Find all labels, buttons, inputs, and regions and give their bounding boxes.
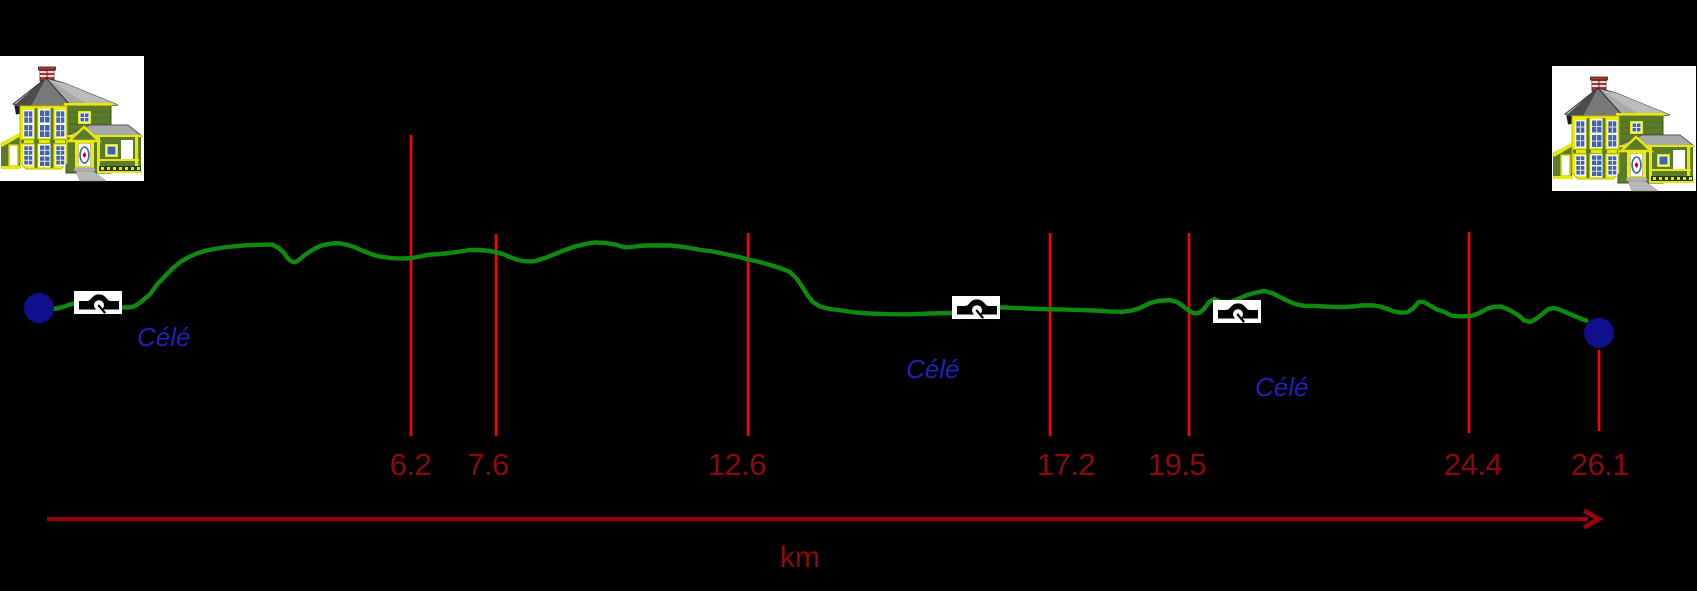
svg-text:12.6: 12.6	[708, 447, 766, 482]
svg-text:17.2: 17.2	[1037, 447, 1095, 482]
svg-text:7.6: 7.6	[467, 447, 509, 482]
svg-text:km: km	[780, 541, 820, 574]
svg-text:6.2: 6.2	[390, 447, 432, 482]
svg-text:19.5: 19.5	[1148, 447, 1206, 482]
svg-text:24.4: 24.4	[1444, 447, 1503, 482]
svg-text:26.1: 26.1	[1571, 447, 1629, 482]
svg-text:Célé: Célé	[906, 354, 959, 384]
svg-text:Célé: Célé	[137, 322, 190, 352]
svg-text:Célé: Célé	[1255, 372, 1308, 402]
